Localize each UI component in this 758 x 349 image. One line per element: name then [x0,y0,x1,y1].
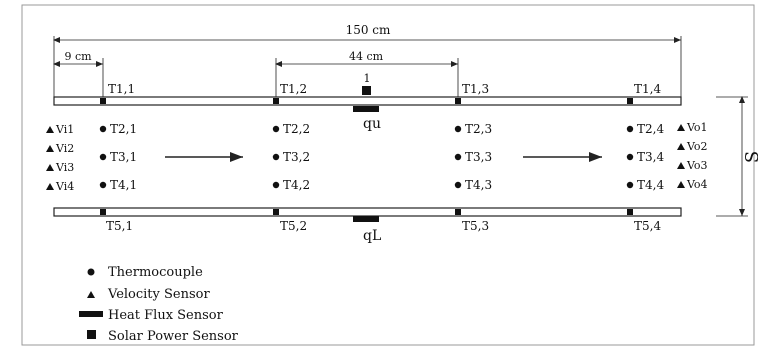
thermocouple-t43-label: T4,3 [465,178,492,192]
velocity-sensor-vi1-label: Vi1 [55,123,74,136]
thermocouple-t42-label: T4,2 [283,178,310,192]
legend-solar-power-sensor-icon [87,330,96,339]
solar-power-sensor-label: 1 [364,72,371,85]
sensor-t13-label: T1,3 [462,82,489,96]
sensor-t52-label: T5,2 [280,219,307,233]
velocity-sensor-vo3-label: Vo3 [686,159,708,172]
upper-heat-flux-sensor [353,106,379,112]
thermocouple-t33 [454,153,462,161]
thermocouple-t33-label: T3,3 [465,150,492,164]
velocity-sensor-vi4-label: Vi4 [55,180,74,193]
thermocouple-t34 [626,153,634,161]
thermocouple-t41-label: T4,1 [110,178,137,192]
velocity-sensor-vi3-label: Vi3 [55,161,74,174]
velocity-sensor-vo1 [677,124,685,131]
gap-label: S [742,151,758,163]
sensor-t51-marker [100,209,106,215]
velocity-sensor-vi4 [46,183,54,190]
sensor-t53-label: T5,3 [462,219,489,233]
thermocouple-t32 [272,153,280,161]
thermocouple-t41 [99,181,107,189]
thermocouple-t24-label: T2,4 [637,122,664,136]
sensor-t54-marker [627,209,633,215]
velocity-sensor-vo2-label: Vo2 [686,140,708,153]
velocity-sensor-vo4 [677,181,685,188]
sensor-t51-label: T5,1 [106,219,133,233]
velocity-sensor-vi2-label: Vi2 [55,142,74,155]
thermocouple-t23-label: T2,3 [465,122,492,136]
legend: Thermocouple Velocity Sensor Heat Flux S… [79,265,239,344]
velocity-sensor-vi3 [46,164,54,171]
velocity-sensor-vo3 [677,162,685,169]
sensor-t14-label: T1,4 [634,82,661,96]
legend-thermocouple-icon [87,268,95,276]
thermocouple-t44-label: T4,4 [637,178,664,192]
sensor-t12-marker [273,98,279,104]
top-plate [53,96,682,106]
middle-span-label: 44 cm [349,50,384,63]
sensor-t14-marker [627,98,633,104]
thermocouple-t34-label: T3,4 [637,150,664,164]
thermocouple-t31 [99,153,107,161]
sensor-t12-label: T1,2 [280,82,307,96]
inlet-offset-label: 9 cm [64,50,92,63]
solar-power-sensor [362,86,371,95]
thermocouple-t21-label: T2,1 [110,122,137,136]
figure-frame [21,4,755,346]
legend-heat-flux-sensor-label: Heat Flux Sensor [108,308,224,323]
sensor-t11-label: T1,1 [108,82,135,96]
thermocouple-t21 [99,125,107,133]
velocity-sensor-vo1-label: Vo1 [686,121,708,134]
sensor-t11-marker [100,98,106,104]
lower-heat-flux-label: qL [363,228,381,244]
legend-solar-power-sensor-label: Solar Power Sensor [108,329,239,344]
legend-heat-flux-sensor-icon [79,311,103,317]
thermocouple-t42 [272,181,280,189]
sensor-t54-label: T5,4 [634,219,661,233]
velocity-sensor-vi2 [46,145,54,152]
thermocouple-t24 [626,125,634,133]
velocity-sensor-vi1 [46,126,54,133]
thermocouple-t43 [454,181,462,189]
legend-thermocouple-label: Thermocouple [108,265,203,280]
thermocouple-t44 [626,181,634,189]
thermocouple-t23 [454,125,462,133]
thermocouple-t31-label: T3,1 [110,150,137,164]
sensor-t13-marker [455,98,461,104]
velocity-sensor-vo2 [677,143,685,150]
legend-velocity-sensor-label: Velocity Sensor [107,287,210,302]
thermocouple-t22-label: T2,2 [283,122,310,136]
lower-heat-flux-sensor [353,216,379,222]
sensor-t52-marker [273,209,279,215]
velocity-sensor-vo4-label: Vo4 [686,178,708,191]
thermocouple-t32-label: T3,2 [283,150,310,164]
thermocouple-t22 [272,125,280,133]
bottom-plate [53,207,682,217]
sensor-t53-marker [455,209,461,215]
total-length-label: 150 cm [346,23,391,37]
legend-velocity-sensor-icon [87,291,95,298]
upper-heat-flux-label: qu [363,116,381,132]
